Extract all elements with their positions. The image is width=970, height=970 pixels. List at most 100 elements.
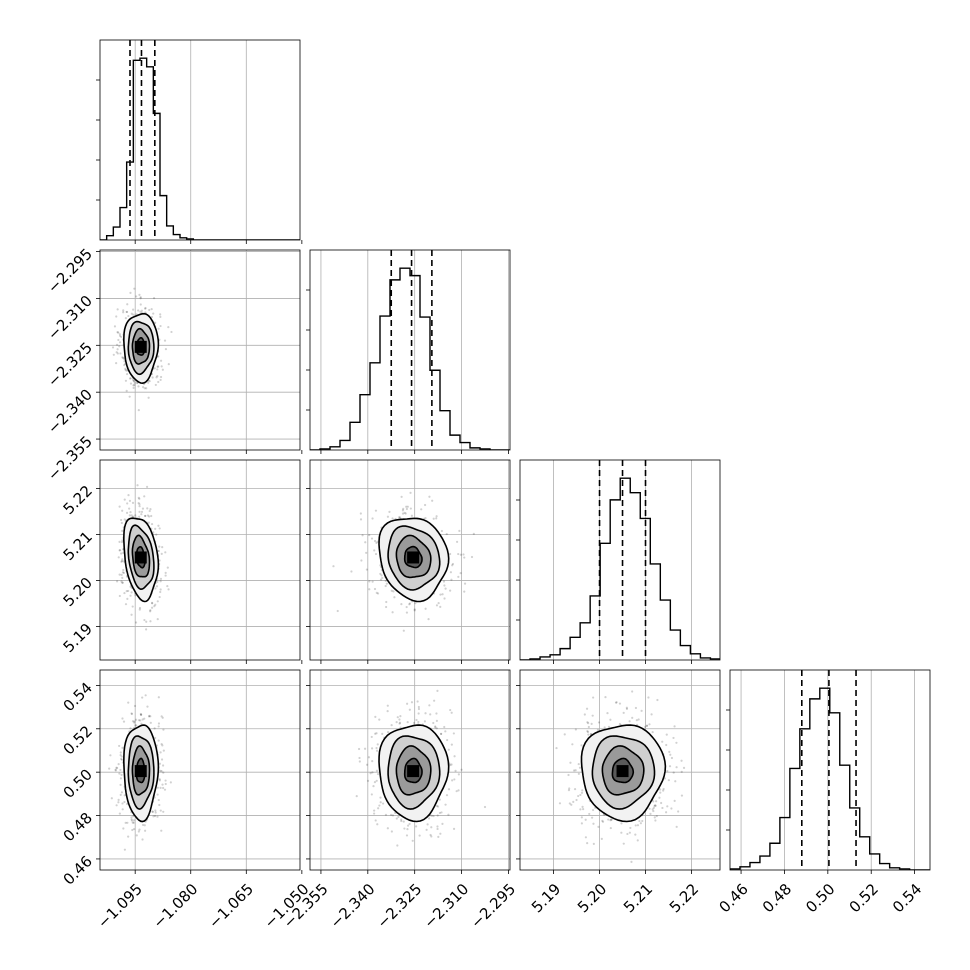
sample-point [666, 769, 669, 773]
sample-point [125, 310, 128, 314]
sample-point [403, 511, 406, 514]
sample-point [577, 772, 580, 775]
sample-point [390, 724, 393, 727]
sample-point [138, 828, 141, 831]
sample-point [635, 719, 638, 722]
sample-point [147, 521, 151, 524]
sample-point [370, 747, 374, 750]
sample-point [123, 518, 126, 521]
sample-point [137, 501, 140, 505]
histogram-panel-2 [516, 459, 721, 664]
sample-point [132, 313, 135, 316]
histogram-panel-3: 0.46 0.48 0.50 0.52 0.54 [715, 669, 931, 916]
sample-point [158, 803, 161, 807]
sample-point [160, 769, 163, 773]
sample-point [569, 761, 572, 764]
sample-point [164, 779, 167, 782]
sample-point [150, 606, 154, 609]
sample-point [123, 848, 126, 851]
sample-point [410, 514, 413, 517]
sample-point [631, 690, 634, 693]
sample-point [145, 620, 148, 623]
sample-point [449, 763, 452, 767]
sample-point [427, 618, 430, 621]
sample-point [380, 574, 383, 577]
sample-point [375, 749, 379, 752]
sample-point [167, 588, 170, 591]
sample-point [155, 376, 158, 379]
sample-point [675, 766, 678, 769]
sample-point [430, 826, 433, 829]
sample-point [156, 815, 159, 818]
sample-point [166, 584, 169, 588]
sample-point [371, 771, 374, 774]
sample-point [449, 708, 452, 712]
sample-point [148, 509, 151, 513]
sample-point [370, 793, 373, 796]
sample-point [449, 589, 452, 592]
sample-point [138, 608, 141, 611]
sample-point [120, 757, 123, 761]
sample-point [601, 820, 605, 823]
sample-point [129, 291, 132, 295]
sample-point [163, 339, 167, 342]
density-content [332, 491, 475, 632]
sample-point [406, 828, 409, 831]
sample-point [379, 801, 382, 804]
sample-point [120, 540, 124, 544]
sample-point [120, 518, 123, 522]
sample-point [423, 720, 426, 723]
sample-point [603, 726, 606, 729]
sample-point [375, 779, 378, 782]
sample-point [451, 564, 454, 567]
sample-point [402, 507, 405, 510]
sample-point [146, 705, 149, 708]
sample-point [148, 714, 151, 717]
sample-point [118, 812, 121, 815]
sample-point [108, 767, 111, 770]
sample-point [144, 311, 147, 314]
sample-point [558, 802, 562, 805]
sample-point [609, 826, 612, 830]
sample-point [152, 297, 156, 300]
sample-point [570, 803, 573, 806]
sample-point [133, 383, 136, 387]
sample-point [429, 833, 432, 837]
sample-point [120, 580, 123, 583]
sample-point [155, 533, 158, 536]
sample-point [135, 295, 138, 298]
sample-point [120, 773, 123, 776]
axes-frame [99, 249, 301, 451]
sample-point [133, 287, 136, 290]
sample-point [120, 791, 124, 794]
sample-point [160, 552, 163, 555]
sample-point [127, 314, 130, 318]
sample-point [136, 381, 139, 385]
sample-point [390, 830, 393, 833]
sample-point [124, 603, 128, 606]
sample-point [587, 733, 590, 736]
sample-point [153, 727, 156, 730]
density-peak [134, 551, 147, 564]
sample-point [390, 813, 393, 817]
sample-point [417, 720, 420, 724]
sample-point [125, 389, 128, 392]
axes-frame [309, 249, 511, 451]
sample-point [666, 805, 669, 808]
x-tick-label: −1.065 [205, 880, 257, 932]
sample-point [158, 527, 161, 530]
sample-point [162, 728, 165, 731]
sample-point [574, 769, 577, 772]
sample-point [441, 593, 444, 596]
sample-point [123, 800, 126, 804]
sample-point [447, 788, 451, 791]
sample-point [386, 731, 390, 734]
sample-point [147, 715, 151, 718]
sample-point [435, 517, 438, 520]
sample-point [119, 768, 122, 772]
sample-point [121, 509, 124, 512]
sample-point [483, 805, 487, 809]
sample-point [579, 808, 582, 811]
sample-point [164, 571, 167, 574]
sample-point [376, 772, 380, 776]
